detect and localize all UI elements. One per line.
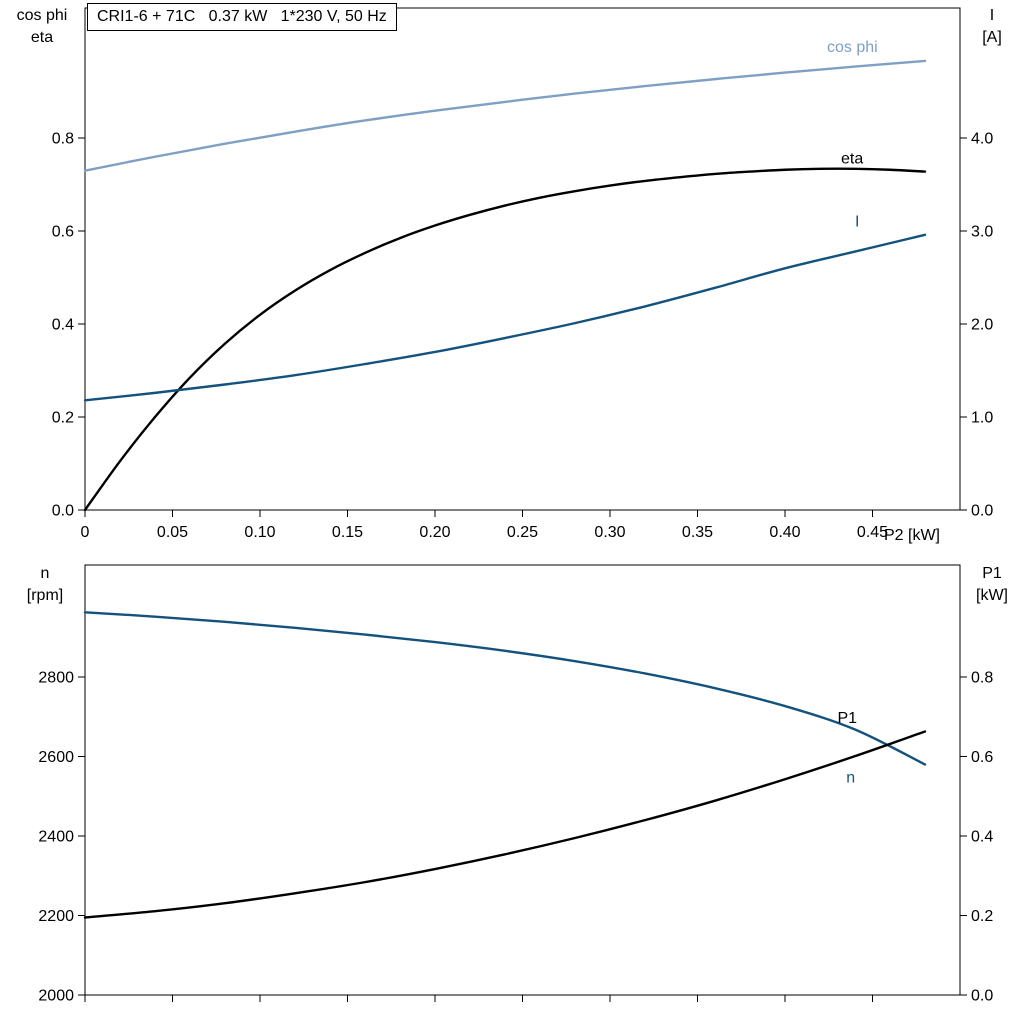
cos-phi-curve	[83, 59, 927, 172]
chart-electrical: 0.0 0.2 0.4 0.6 0.8 0.0 1.0 2.0 3.0 4.0 0 0.05 0.10 0…	[17, 7, 1002, 544]
y-right-tick-label: 0.0	[971, 503, 993, 520]
y-left-tick-label: 2600	[38, 749, 74, 766]
x-tick-label: 0.45	[857, 524, 888, 541]
x-tick-label: 0.30	[594, 524, 625, 541]
n-curve	[83, 611, 927, 766]
y-left-tick-label: 2200	[38, 908, 74, 925]
i-curve	[83, 233, 927, 402]
y-right-tick-label: 4.0	[971, 131, 993, 148]
x-tick-label: 0.05	[157, 524, 188, 541]
y-right-axis-label: P1	[982, 565, 1002, 582]
x-axis-label: P2 [kW]	[884, 527, 940, 544]
i-curve-label: I	[855, 213, 859, 230]
eta-curve-label: eta	[841, 151, 863, 168]
y-right-tick-label: 0.4	[971, 829, 993, 846]
x-tick-label: 0.20	[419, 524, 450, 541]
y-right-axis-label: I	[990, 7, 994, 24]
y-left-tick-label: 2800	[38, 670, 74, 687]
y-left-axis-label: cos phi	[17, 7, 68, 24]
x-tick-label: 0.35	[682, 524, 713, 541]
p1-curve	[83, 730, 927, 919]
y-left-tick-label: 0.2	[52, 410, 74, 427]
y-left-tick-label: 0.8	[52, 131, 74, 148]
y-right-tick-label: 2.0	[971, 317, 993, 334]
y-right-axis-label: [kW]	[976, 587, 1008, 604]
x-tick-label: 0.40	[769, 524, 800, 541]
y-right-axis-label: [A]	[982, 29, 1002, 46]
y-left-tick-label: 2000	[38, 988, 74, 1005]
y-left-axis-label: [rpm]	[27, 587, 63, 604]
y-right-tick-label: 0.6	[971, 749, 993, 766]
cos-phi-curve-label: cos phi	[827, 39, 878, 56]
y-left-tick-label: 2400	[38, 829, 74, 846]
plot-frame	[84, 7, 961, 511]
plot-frame	[84, 564, 961, 996]
y-right-tick-label: 0.2	[971, 908, 993, 925]
y-left-axis-label: n	[41, 565, 50, 582]
y-left-axis-label: eta	[31, 29, 53, 46]
n-curve-label: n	[846, 769, 855, 786]
chart-speed-power: 2000 2200 2400 2600 2800 0.0 0.2 0.4 0.6 0.8 n [rpm…	[27, 564, 1008, 1005]
chart-title-box: CRI1-6 + 71C 0.37 kW 1*230 V, 50 Hz	[87, 3, 397, 31]
y-left-tick-label: 0.6	[52, 224, 74, 241]
eta-curve	[83, 167, 927, 512]
y-left-tick-label: 0.4	[52, 317, 74, 334]
x-tick-label: 0.10	[244, 524, 275, 541]
x-tick-label: 0	[81, 524, 90, 541]
y-right-tick-label: 3.0	[971, 224, 993, 241]
y-left-tick-label: 0.0	[52, 503, 74, 520]
p1-curve-label: P1	[838, 710, 858, 727]
y-right-tick-label: 0.8	[971, 670, 993, 687]
y-right-tick-label: 1.0	[971, 410, 993, 427]
x-tick-label: 0.15	[332, 524, 363, 541]
y-right-tick-label: 0.0	[971, 988, 993, 1005]
x-tick-label: 0.25	[507, 524, 538, 541]
